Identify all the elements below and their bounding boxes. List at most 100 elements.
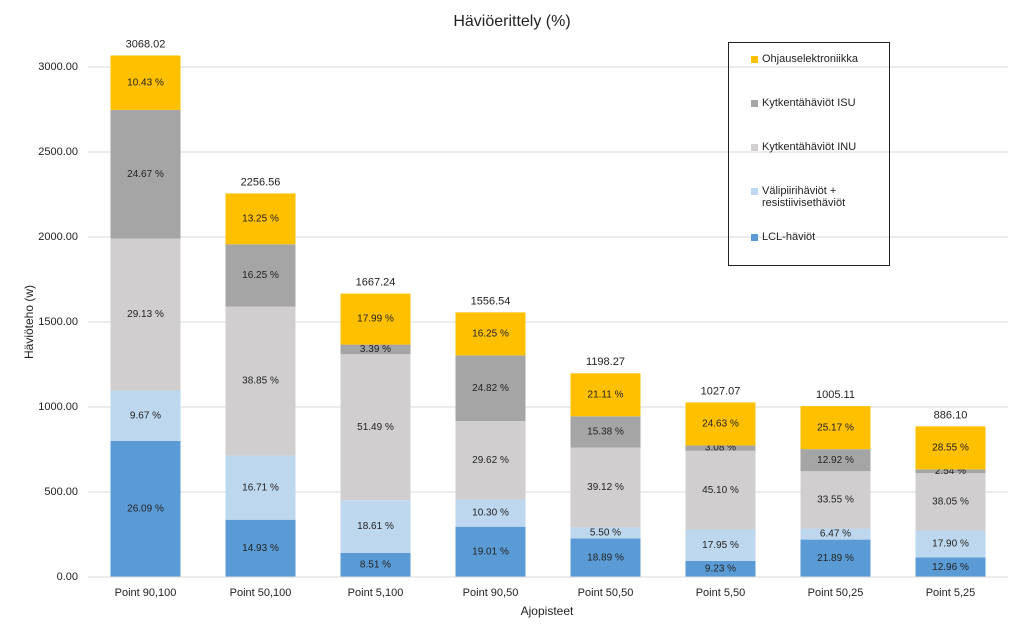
bar-segment (570, 447, 641, 528)
legend-item: Kytkentähäviöt ISU (751, 97, 883, 109)
segment-label: 2.54 % (935, 466, 966, 477)
legend-item: Ohjauselektroniikka (751, 53, 883, 65)
x-tick-label: Point 50,50 (578, 587, 634, 599)
segment-label: 29.13 % (127, 309, 164, 320)
segment-label: 10.30 % (472, 508, 509, 519)
bar-segment (800, 471, 871, 529)
segment-label: 17.90 % (932, 539, 969, 550)
bar-segment (225, 519, 296, 577)
segment-label: 21.89 % (817, 553, 854, 564)
x-tick-label: Point 5,25 (926, 587, 976, 599)
segment-label: 8.51 % (360, 560, 391, 571)
bar-segment (800, 528, 871, 540)
bar-segment (455, 526, 526, 577)
segment-label: 24.82 % (472, 383, 509, 394)
segment-label: 13.25 % (242, 213, 279, 224)
bar-segment (915, 557, 986, 577)
bar-segment (225, 244, 296, 307)
segment-label: 16.71 % (242, 482, 279, 493)
segment-label: 25.17 % (817, 422, 854, 433)
bar-segment (225, 193, 296, 245)
y-tick-label: 500.00 (44, 486, 78, 498)
bar-segment (340, 552, 411, 577)
legend-label: Kytkentähäviöt INU (762, 141, 857, 153)
total-label: 886.10 (934, 409, 968, 421)
legend-label: Kytkentähäviöt ISU (762, 97, 856, 109)
y-tick-label: 1500.00 (38, 316, 78, 328)
segment-label: 17.99 % (357, 314, 394, 325)
bar-segment (685, 402, 756, 446)
y-tick-label: 2500.00 (38, 146, 78, 158)
bar-segment (455, 312, 526, 356)
bar-segment (685, 560, 756, 577)
bar-segment (570, 416, 641, 448)
y-tick-label: 3000.00 (38, 61, 78, 73)
segment-label: 26.09 % (127, 504, 164, 515)
bar-segment (110, 238, 181, 391)
x-tick-label: Point 50,100 (230, 587, 292, 599)
segment-label: 16.25 % (472, 329, 509, 340)
y-tick-label: 0.00 (57, 571, 78, 583)
segment-label: 45.10 % (702, 485, 739, 496)
x-axis-title: Ajopisteet (521, 604, 574, 618)
segment-label: 3.08 % (705, 443, 736, 454)
bar-segment (225, 306, 296, 456)
x-tick-label: Point 5,100 (348, 587, 404, 599)
bar-segment (455, 355, 526, 422)
segment-label: 16.25 % (242, 270, 279, 281)
legend-swatch (751, 100, 758, 107)
bar-segment (340, 500, 411, 553)
segment-label: 24.67 % (127, 169, 164, 180)
bar-segment (570, 373, 641, 417)
segment-label: 39.12 % (587, 482, 624, 493)
bar-segment (455, 421, 526, 500)
segment-label: 9.23 % (705, 564, 736, 575)
total-label: 1556.54 (471, 295, 511, 307)
x-tick-label: Point 90,100 (115, 587, 177, 599)
chart-title: Häviöerittely (%) (453, 13, 570, 30)
legend-label: LCL-häviöt (762, 231, 816, 243)
legend-swatch (751, 234, 758, 241)
bar-segment (110, 440, 181, 577)
segment-label: 18.89 % (587, 552, 624, 563)
segment-label: 38.85 % (242, 376, 279, 387)
x-tick-label: Point 90,50 (463, 587, 519, 599)
legend-swatch (751, 144, 758, 151)
legend-swatch (751, 56, 758, 63)
segment-label: 3.39 % (360, 344, 391, 355)
segment-label: 21.11 % (588, 389, 624, 400)
segment-label: 29.62 % (472, 455, 509, 466)
bar-segment (685, 529, 756, 561)
segment-label: 15.38 % (587, 427, 624, 438)
segment-label: 24.63 % (702, 419, 739, 430)
segment-label: 6.47 % (820, 529, 851, 540)
bar-segment (340, 344, 411, 355)
segment-label: 17.95 % (702, 540, 739, 551)
total-label: 1027.07 (701, 385, 741, 397)
y-axis-title: Häviöteho (w) (22, 285, 36, 359)
segment-label: 18.61 % (357, 521, 394, 532)
bar-segment (800, 539, 871, 577)
segment-label: 28.55 % (932, 443, 969, 454)
bar-segment (915, 473, 986, 531)
legend-item: LCL-häviöt (751, 231, 883, 243)
segment-label: 19.01 % (472, 546, 509, 557)
segment-label: 5.50 % (590, 528, 621, 539)
bar-segment (570, 527, 641, 539)
bar-segment (110, 55, 181, 110)
bar-segment (800, 406, 871, 450)
bar-segment (110, 109, 181, 239)
bar-segment (110, 390, 181, 441)
x-tick-label: Point 50,25 (808, 587, 864, 599)
total-label: 1667.24 (356, 276, 396, 288)
bar-segment (915, 530, 986, 558)
bar-segment (915, 469, 986, 474)
segment-label: 38.05 % (932, 496, 969, 507)
y-tick-label: 2000.00 (38, 231, 78, 243)
segment-label: 10.43 % (127, 77, 164, 88)
legend-item: Kytkentähäviöt INU (751, 141, 883, 153)
bar-segment (570, 538, 641, 577)
total-label: 2256.56 (241, 176, 281, 188)
